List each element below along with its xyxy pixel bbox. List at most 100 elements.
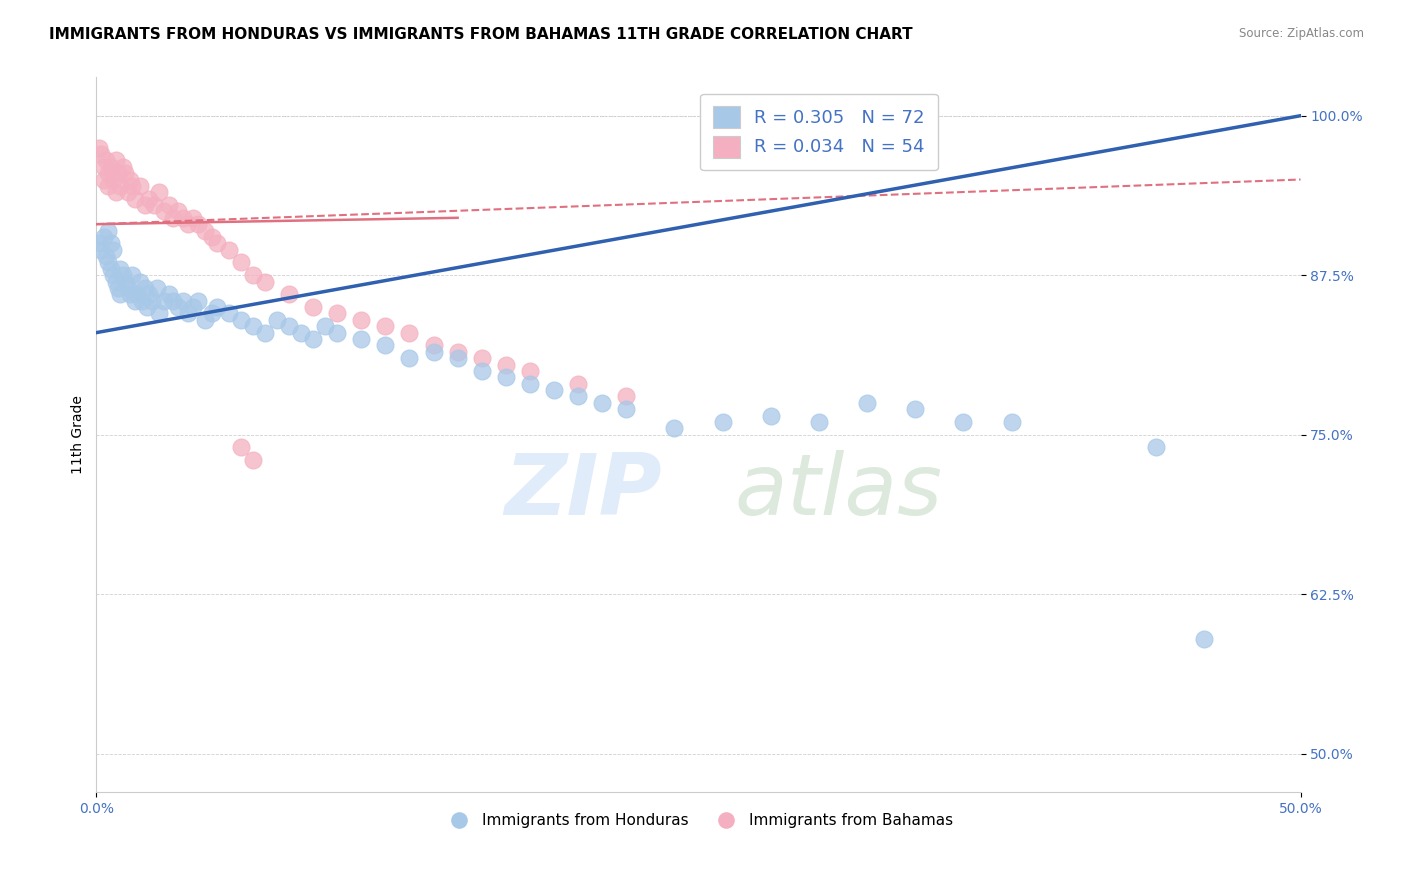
Point [302,332,325,346]
Point [242,453,264,467]
Point [471,351,494,366]
Point [111,268,134,283]
Point [186,293,208,308]
Point [97,255,120,269]
Point [374,338,396,352]
Y-axis label: 11th Grade: 11th Grade [72,395,86,475]
Text: ZIP: ZIP [505,450,662,533]
Point [152,204,174,219]
Point [152,293,174,308]
Point [103,172,125,186]
Point [148,186,170,200]
Point [446,344,468,359]
Point [278,319,301,334]
Point [103,243,125,257]
Point [135,300,157,314]
Point [290,326,312,340]
Point [93,160,115,174]
Point [104,275,127,289]
Point [157,287,180,301]
Point [759,409,782,423]
Point [495,358,517,372]
Point [100,236,122,251]
Point [124,293,146,308]
Point [110,287,132,301]
Point [162,211,184,225]
Point [201,230,224,244]
Point [807,415,830,429]
Point [131,293,153,308]
Point [242,319,264,334]
Point [148,306,170,320]
Point [97,178,120,193]
Point [110,261,132,276]
Point [229,313,252,327]
Point [145,281,167,295]
Point [107,281,129,295]
Point [711,415,734,429]
Point [93,230,115,244]
Point [326,306,349,320]
Point [87,236,110,251]
Point [120,172,142,186]
Point [141,293,163,308]
Text: IMMIGRANTS FROM HONDURAS VS IMMIGRANTS FROM BAHAMAS 11TH GRADE CORRELATION CHART: IMMIGRANTS FROM HONDURAS VS IMMIGRANTS F… [49,27,912,42]
Point [201,306,224,320]
Point [177,306,200,320]
Point [398,351,420,366]
Point [543,383,565,397]
Point [218,243,240,257]
Point [97,223,120,237]
Point [117,281,139,295]
Point [591,396,613,410]
Point [218,306,240,320]
Text: atlas: atlas [734,450,942,533]
Point [302,300,325,314]
Point [614,389,637,403]
Point [519,376,541,391]
Point [856,396,879,410]
Point [114,275,136,289]
Legend: Immigrants from Honduras, Immigrants from Bahamas: Immigrants from Honduras, Immigrants fro… [437,807,959,834]
Point [128,275,150,289]
Point [143,198,166,212]
Point [124,192,146,206]
Point [167,300,190,314]
Point [952,415,974,429]
Point [314,319,336,334]
Point [194,223,217,237]
Point [567,376,589,391]
Point [104,153,127,168]
Point [107,166,129,180]
Point [205,236,228,251]
Point [1192,632,1215,646]
Point [104,186,127,200]
Point [1000,415,1022,429]
Point [471,364,494,378]
Point [446,351,468,366]
Point [186,217,208,231]
Point [904,402,927,417]
Point [205,300,228,314]
Point [242,268,264,283]
Point [97,166,120,180]
Point [128,178,150,193]
Point [278,287,301,301]
Point [181,211,204,225]
Point [111,160,134,174]
Point [519,364,541,378]
Point [162,293,184,308]
Text: Source: ZipAtlas.com: Source: ZipAtlas.com [1239,27,1364,40]
Point [177,217,200,231]
Point [120,287,142,301]
Point [172,293,194,308]
Point [350,313,373,327]
Point [121,268,143,283]
Point [229,441,252,455]
Point [100,261,122,276]
Point [167,204,190,219]
Point [90,147,112,161]
Point [495,370,517,384]
Point [253,326,276,340]
Point [326,326,349,340]
